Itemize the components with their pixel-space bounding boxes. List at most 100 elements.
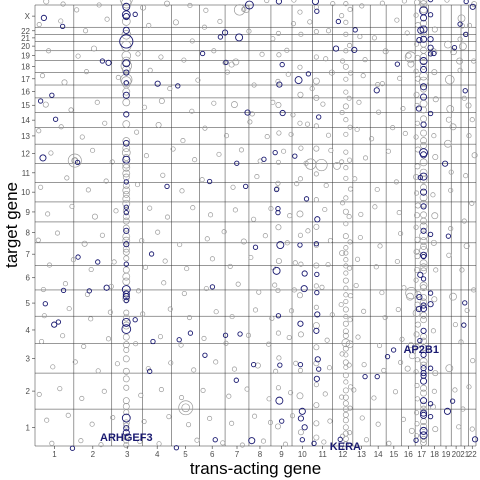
data-point-highlight — [427, 44, 434, 51]
data-point-gray — [371, 35, 377, 41]
data-point-highlight — [419, 148, 428, 158]
data-point-gray — [109, 159, 115, 165]
data-point-highlight — [332, 45, 340, 52]
data-point-highlight — [276, 241, 285, 250]
data-point-gray — [189, 108, 195, 114]
data-point-highlight — [273, 186, 280, 193]
data-point-gray — [449, 123, 457, 131]
data-point-highlight — [123, 209, 129, 216]
data-point-gray — [122, 169, 131, 178]
data-point-highlight — [420, 305, 428, 313]
data-point-gray — [172, 19, 179, 26]
data-point-highlight — [352, 27, 358, 33]
data-point-gray — [122, 277, 131, 286]
data-point-gray — [413, 134, 419, 140]
data-point-gray — [379, 0, 385, 6]
data-point-highlight — [69, 445, 76, 451]
data-point-gray — [99, 232, 105, 238]
gene-label: ARHGEF3 — [100, 432, 153, 444]
data-point-highlight — [420, 351, 427, 358]
data-point-gray — [264, 0, 270, 4]
data-point-gray — [275, 159, 281, 165]
data-point-gray — [235, 281, 241, 287]
data-point-gray — [61, 79, 68, 86]
data-point-gray — [245, 332, 252, 338]
data-point-gray — [313, 94, 320, 101]
data-point-highlight — [417, 271, 424, 278]
data-point-gray — [413, 190, 420, 196]
y-tick-label: 11 — [22, 169, 31, 178]
data-point-gray — [201, 24, 208, 30]
data-point-gray — [414, 163, 421, 170]
data-point-gray — [297, 429, 304, 436]
data-point-highlight — [122, 429, 130, 437]
data-point-highlight — [314, 311, 321, 318]
data-point-gray — [315, 158, 328, 172]
data-point-gray — [141, 418, 147, 425]
data-point-highlight — [314, 356, 321, 363]
data-point-gray — [158, 54, 164, 60]
data-point-highlight — [234, 160, 240, 166]
data-point-gray — [122, 236, 131, 245]
data-point-gray — [420, 129, 427, 137]
data-point-gray — [379, 290, 385, 296]
data-point-gray — [347, 6, 353, 12]
data-point-gray — [343, 314, 349, 320]
x-tick-label: 3 — [125, 450, 130, 459]
data-point-gray — [146, 22, 152, 28]
data-point-gray — [66, 306, 72, 312]
data-point-gray — [123, 255, 130, 262]
data-point-gray — [347, 430, 353, 436]
data-point-gray — [343, 131, 349, 137]
data-point-gray — [419, 357, 428, 366]
data-point-highlight — [419, 431, 428, 440]
data-point-highlight — [275, 209, 281, 216]
data-point-gray — [446, 252, 452, 258]
data-point-gray — [469, 117, 475, 123]
data-point-gray — [339, 250, 346, 257]
data-point-gray — [95, 368, 101, 374]
data-point-gray — [239, 442, 245, 448]
data-point-gray — [83, 28, 89, 34]
data-point-gray — [122, 341, 130, 349]
data-point-gray — [347, 405, 353, 411]
x-tick-label: 11 — [319, 450, 328, 459]
data-point-gray — [123, 422, 130, 429]
data-point-gray — [122, 190, 130, 198]
data-point-gray — [111, 259, 117, 265]
data-point-gray — [343, 292, 349, 298]
data-point-highlight — [461, 322, 467, 328]
data-point-highlight — [420, 83, 428, 91]
data-point-highlight — [420, 253, 427, 260]
data-point-highlight — [279, 61, 285, 68]
data-point-highlight — [60, 287, 67, 294]
data-point-gray — [286, 334, 292, 341]
data-point-gray — [419, 158, 428, 167]
x-tick-label: 6 — [210, 450, 215, 459]
data-point-gray — [444, 139, 452, 148]
data-point-highlight — [427, 36, 434, 43]
data-point-gray — [343, 117, 349, 123]
data-point-gray — [177, 242, 183, 248]
data-point-gray — [203, 286, 209, 292]
plot-background — [35, 5, 476, 446]
data-point-gray — [342, 103, 349, 110]
data-point-gray — [281, 148, 287, 154]
data-point-gray — [339, 13, 345, 19]
data-point-gray — [414, 290, 422, 298]
data-point-gray — [297, 367, 303, 373]
data-point-gray — [50, 364, 56, 370]
data-point-gray — [122, 207, 130, 215]
data-point-highlight — [206, 178, 213, 185]
y-tick-label: 12 — [21, 150, 30, 159]
data-point-gray — [313, 29, 319, 35]
data-point-highlight — [123, 297, 129, 304]
data-point-gray — [342, 417, 349, 424]
data-point-highlight — [187, 330, 194, 336]
data-point-gray — [139, 238, 145, 244]
data-point-gray — [313, 242, 319, 249]
data-point-gray — [122, 294, 131, 303]
data-point-gray — [313, 262, 320, 269]
data-point-gray — [298, 31, 304, 37]
data-point-gray — [346, 95, 352, 101]
